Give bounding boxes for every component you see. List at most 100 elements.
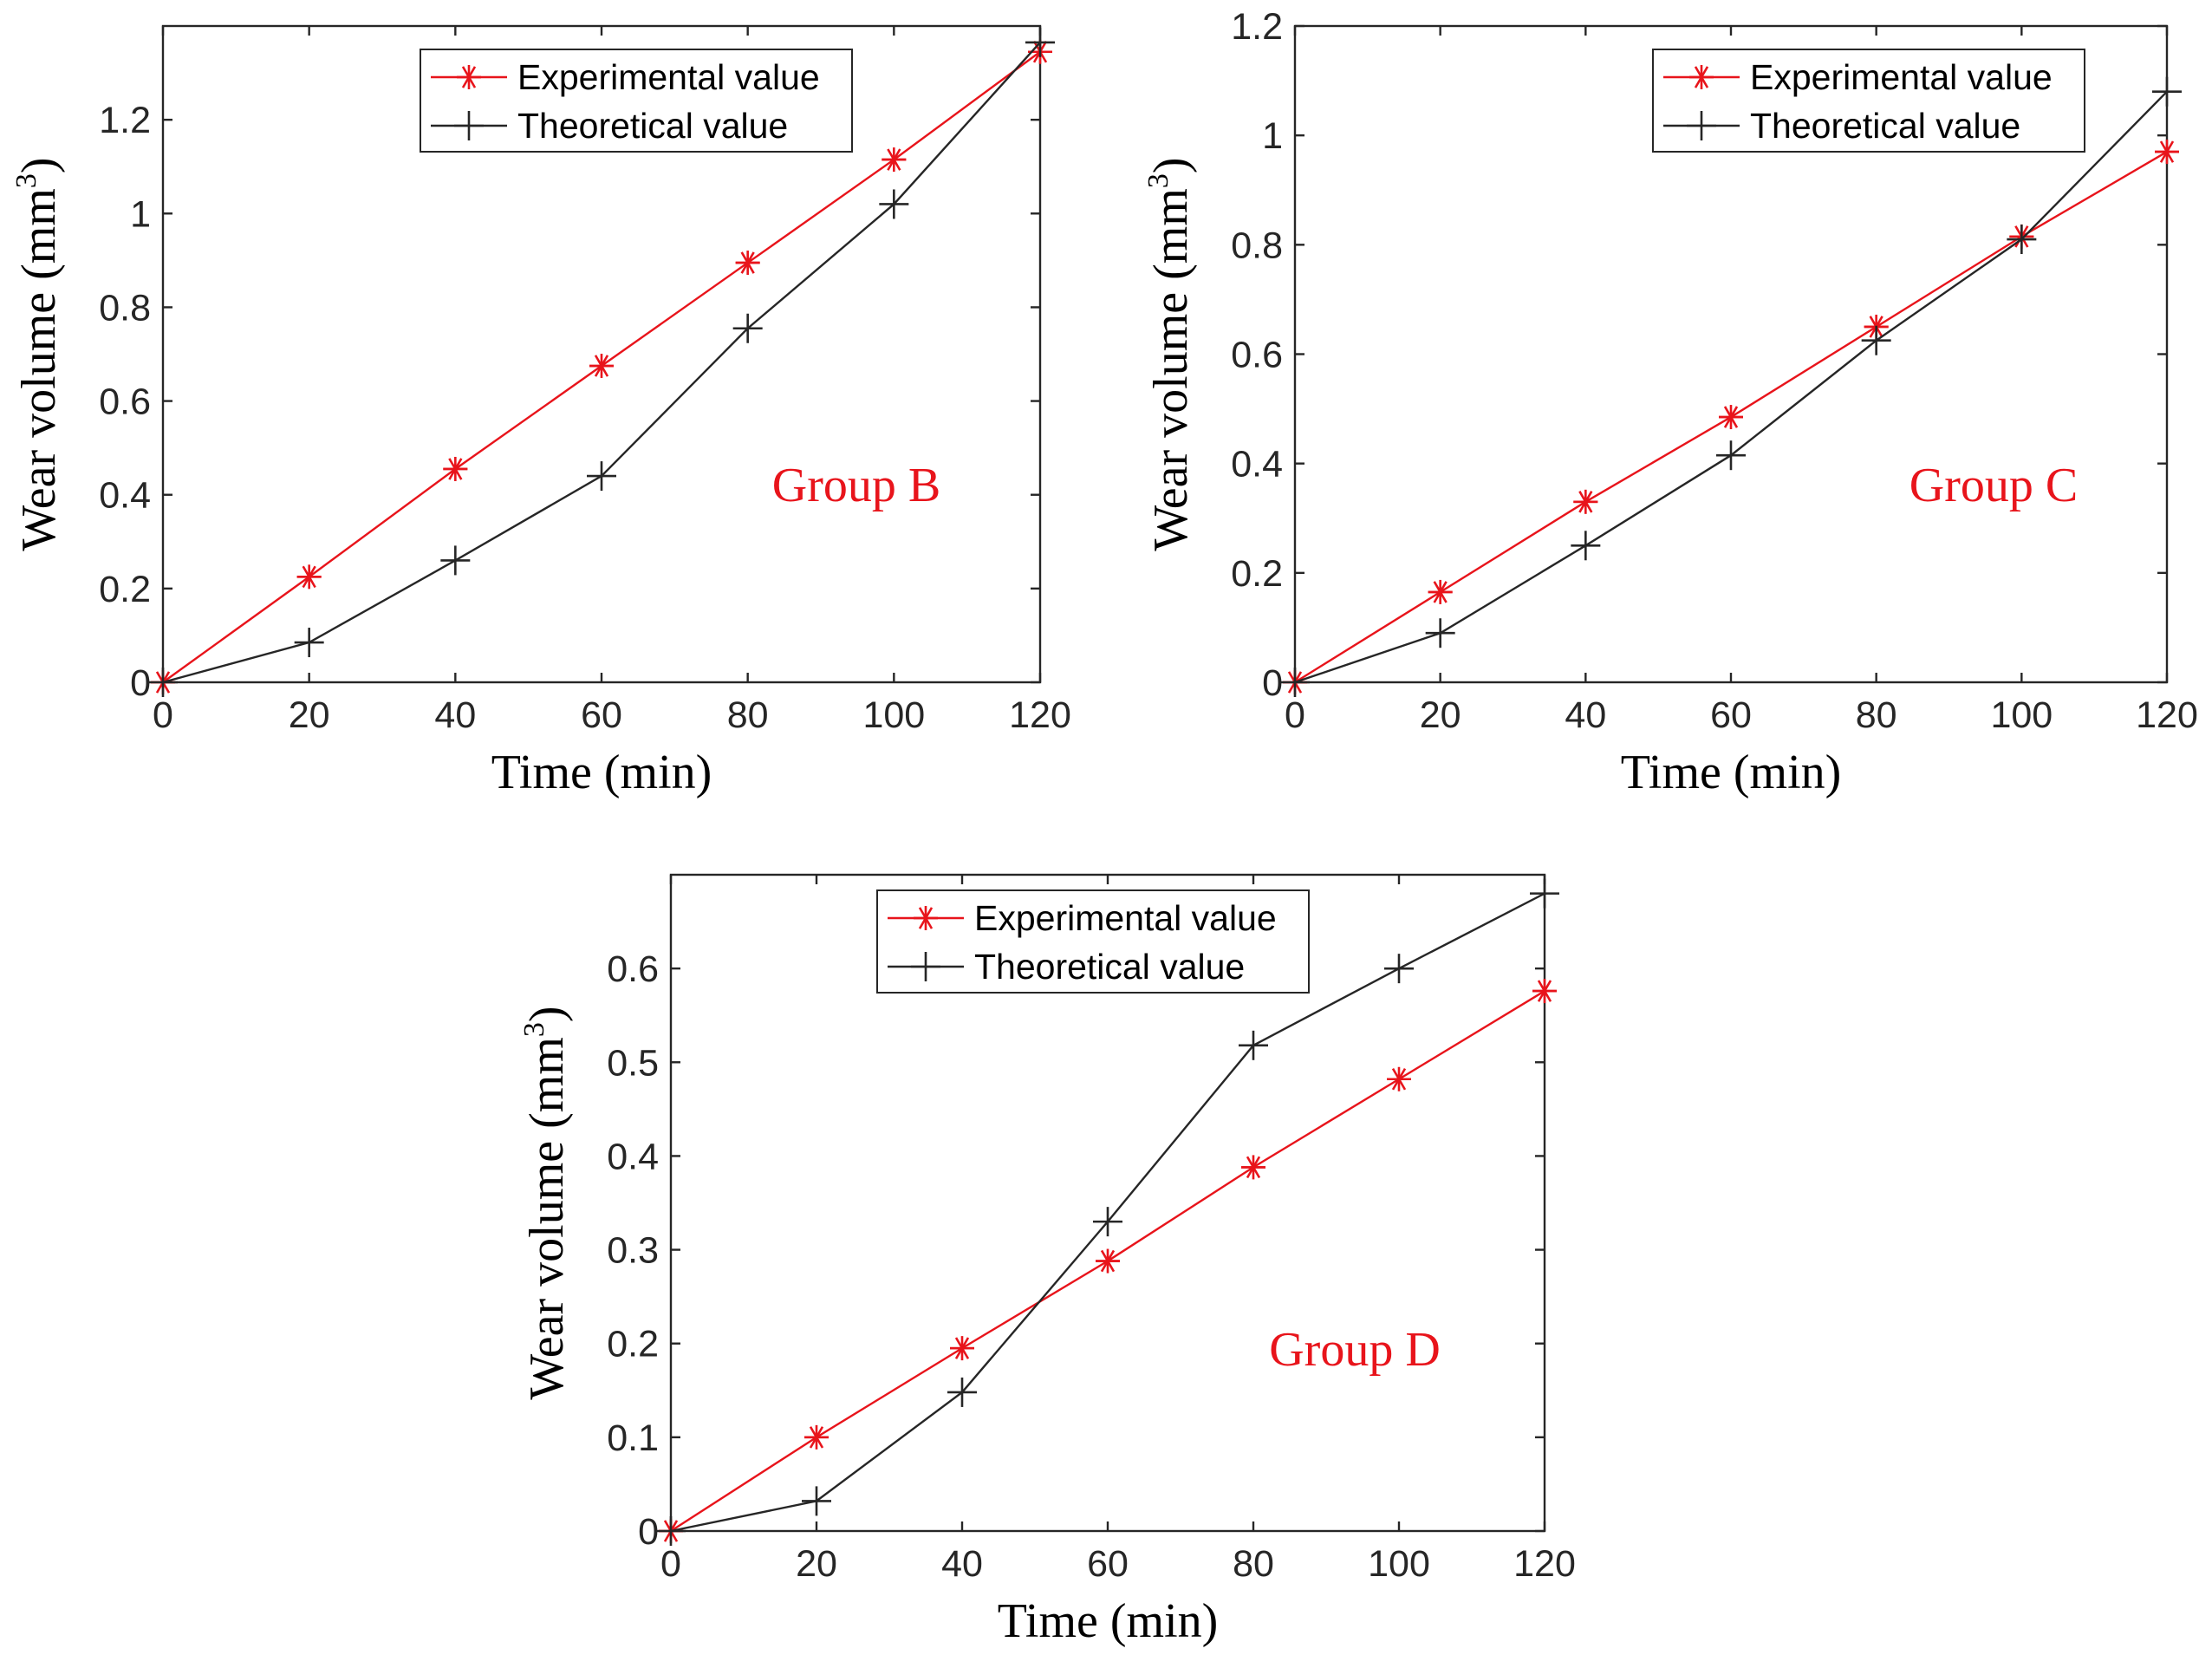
y-axis-label: Wear volume (mm3) bbox=[10, 157, 66, 551]
data-point-theoretical bbox=[732, 313, 763, 343]
x-tick-label: 40 bbox=[1565, 694, 1606, 736]
legend-label-experimental: Experimental value bbox=[974, 898, 1277, 938]
data-point-experimental bbox=[1387, 1066, 1411, 1091]
group-annotation: Group D bbox=[1269, 1323, 1441, 1377]
x-tick-label: 0 bbox=[1285, 694, 1305, 736]
data-point-theoretical bbox=[1384, 954, 1414, 984]
data-point-theoretical bbox=[440, 545, 471, 576]
x-tick-label: 100 bbox=[1990, 694, 2053, 736]
y-tick-label: 0.4 bbox=[99, 475, 151, 517]
y-tick-label: 0.2 bbox=[99, 569, 151, 610]
x-tick-label: 20 bbox=[1420, 694, 1461, 736]
x-tick-label: 20 bbox=[289, 694, 330, 736]
data-point-theoretical bbox=[1425, 618, 1455, 648]
chart-panel-1: 0 20 40 60 80 100 120 0 0.2 0.4 0.6 0.8 1 1.2 Time (mi… bbox=[10, 24, 1071, 799]
data-point-experimental bbox=[1428, 579, 1453, 604]
y-tick-label: 0.3 bbox=[607, 1230, 659, 1272]
x-tick-label: 100 bbox=[1368, 1543, 1430, 1585]
x-tick-label: 40 bbox=[941, 1543, 983, 1585]
data-point-theoretical bbox=[656, 1516, 686, 1546]
data-point-experimental bbox=[1096, 1248, 1120, 1274]
group-annotation: Group C bbox=[1909, 459, 2078, 512]
x-tick-label: 80 bbox=[727, 694, 769, 736]
x-tick-label: 0 bbox=[660, 1543, 681, 1585]
x-tick-label: 20 bbox=[796, 1543, 837, 1585]
x-tick-label: 120 bbox=[2136, 694, 2198, 736]
data-point-theoretical bbox=[1093, 1207, 1122, 1237]
x-tick-label: 60 bbox=[1087, 1543, 1129, 1585]
y-tick-label: 1.2 bbox=[99, 100, 151, 141]
y-tick-label: 0.8 bbox=[99, 287, 151, 329]
y-tick-label: 0.6 bbox=[99, 381, 151, 423]
x-tick-label: 120 bbox=[1513, 1543, 1576, 1585]
data-point-theoretical bbox=[1239, 1030, 1268, 1060]
x-tick-label: 120 bbox=[1009, 694, 1071, 736]
x-axis-label: Time (min) bbox=[1621, 746, 1842, 799]
data-point-experimental bbox=[1241, 1155, 1265, 1180]
legend-box bbox=[420, 49, 853, 153]
x-tick-label: 100 bbox=[862, 694, 925, 736]
legend-label-theoretical: Theoretical value bbox=[974, 947, 1245, 987]
data-point-experimental bbox=[1573, 489, 1598, 514]
data-point-experimental bbox=[2155, 140, 2179, 165]
group-annotation: Group B bbox=[772, 459, 940, 512]
data-point-experimental bbox=[735, 251, 760, 276]
data-point-experimental bbox=[1719, 405, 1743, 430]
x-axis-label: Time (min) bbox=[998, 1594, 1219, 1648]
data-point-experimental bbox=[950, 1336, 974, 1361]
data-point-theoretical bbox=[2007, 225, 2037, 255]
y-tick-label: 0.1 bbox=[607, 1417, 659, 1459]
y-tick-label: 0 bbox=[130, 662, 151, 704]
data-point-theoretical bbox=[1025, 27, 1055, 57]
y-axis-label: Wear volume (mm3) bbox=[1142, 157, 1198, 551]
y-tick-label: 1.2 bbox=[1231, 6, 1283, 48]
data-point-theoretical bbox=[879, 189, 909, 219]
x-tick-label: 80 bbox=[1233, 1543, 1274, 1585]
x-tick-label: 40 bbox=[434, 694, 476, 736]
legend-label-experimental: Experimental value bbox=[1750, 57, 2053, 97]
y-tick-label: 0.6 bbox=[607, 948, 659, 990]
legend: Experimental value Theoretical value bbox=[1652, 49, 2085, 153]
data-point-theoretical bbox=[587, 461, 616, 492]
data-point-experimental bbox=[443, 456, 468, 481]
y-tick-label: 0 bbox=[1262, 662, 1283, 704]
data-point-theoretical bbox=[1280, 668, 1310, 697]
series-line-theoretical bbox=[1294, 90, 2168, 684]
legend: Experimental value Theoretical value bbox=[876, 889, 1310, 994]
data-point-theoretical bbox=[947, 1377, 977, 1407]
y-tick-label: 0.4 bbox=[607, 1136, 659, 1177]
data-point-experimental bbox=[1532, 979, 1557, 1004]
legend-marker-theoretical bbox=[911, 952, 940, 981]
legend-marker-experimental bbox=[457, 65, 481, 89]
y-tick-label: 0.2 bbox=[607, 1324, 659, 1365]
chart-panel-3: 0 20 40 60 80 100 120 0 0.1 0.2 0.3 0.4 0.5 0.6 Time (… bbox=[518, 873, 1576, 1648]
legend-marker-experimental bbox=[914, 906, 938, 930]
legend: Experimental value Theoretical value bbox=[420, 49, 853, 153]
legend-box bbox=[1652, 49, 2085, 153]
data-point-experimental bbox=[589, 354, 614, 379]
data-point-theoretical bbox=[1571, 531, 1601, 561]
y-axis-label: Wear volume (mm3) bbox=[518, 1006, 574, 1399]
chart-panel-2: 0 20 40 60 80 100 120 0 0.2 0.4 0.6 0.8 1 1.2 Time (mi… bbox=[1142, 6, 2198, 799]
x-axis-label: Time (min) bbox=[491, 746, 712, 799]
legend-label-theoretical: Theoretical value bbox=[517, 106, 788, 146]
data-point-theoretical bbox=[294, 628, 324, 658]
x-tick-label: 60 bbox=[1710, 694, 1752, 736]
y-tick-label: 0.6 bbox=[1231, 335, 1283, 376]
y-tick-label: 0 bbox=[638, 1511, 659, 1553]
y-tick-label: 0.5 bbox=[607, 1042, 659, 1084]
data-point-theoretical bbox=[1861, 325, 1891, 355]
data-point-theoretical bbox=[2152, 76, 2182, 107]
data-point-theoretical bbox=[1716, 440, 1746, 471]
y-tick-label: 0.8 bbox=[1231, 225, 1283, 266]
legend-marker-experimental bbox=[1689, 65, 1714, 89]
data-point-experimental bbox=[882, 147, 907, 173]
data-point-experimental bbox=[296, 564, 322, 590]
legend-label-experimental: Experimental value bbox=[517, 57, 820, 97]
legend-box bbox=[876, 889, 1310, 994]
x-tick-label: 80 bbox=[1856, 694, 1897, 736]
legend-marker-theoretical bbox=[1687, 111, 1716, 140]
data-point-theoretical bbox=[1530, 878, 1559, 909]
legend-label-theoretical: Theoretical value bbox=[1750, 106, 2020, 146]
